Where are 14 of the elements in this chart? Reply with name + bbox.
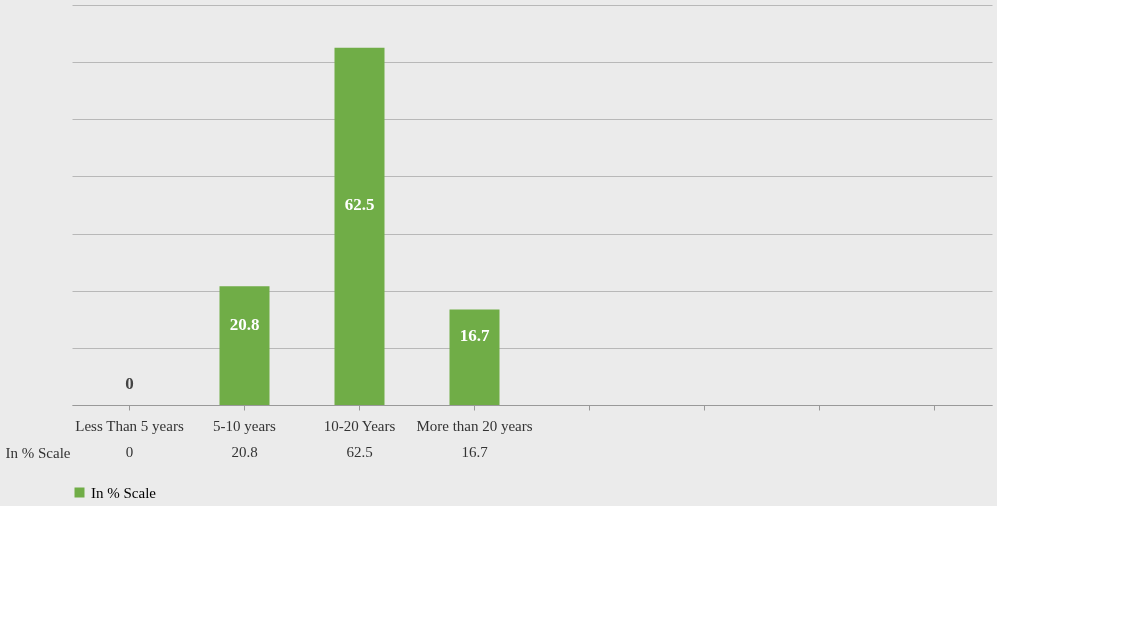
x-tick-label: 10-20 Years <box>323 417 396 434</box>
text: 20.8 <box>229 314 260 334</box>
text: 0 <box>125 374 134 393</box>
text: 16.7 <box>459 326 490 346</box>
data-label: 0 <box>125 444 134 460</box>
data-label: 16.7 <box>461 444 489 460</box>
x-tick-label: Less Than 5 years <box>75 417 184 434</box>
text: 62.5 <box>344 195 375 215</box>
legend-label: In % Scale <box>91 484 157 501</box>
x-tick-label: 5-10 years <box>213 417 277 434</box>
x-tick-label: More than 20 years <box>416 417 533 434</box>
text: In % Scale <box>5 444 71 461</box>
data-label: 20.8 <box>231 444 258 460</box>
data-label: 62.5 <box>346 444 373 460</box>
